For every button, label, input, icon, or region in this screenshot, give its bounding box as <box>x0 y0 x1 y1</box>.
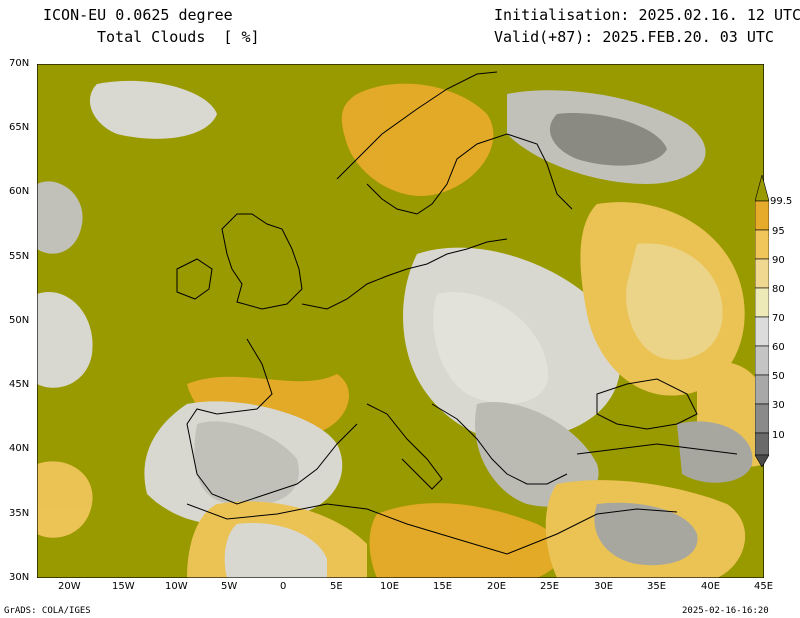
footer-credit: GrADS: COLA/IGES <box>4 606 91 616</box>
lon-label-10w: 10W <box>165 581 188 592</box>
coast-europe-north <box>301 238 508 310</box>
colorbar-label-95: 95 <box>772 226 785 237</box>
colorbar-bin-99 <box>755 200 769 231</box>
coast-north-africa <box>186 503 678 555</box>
lat-label-45n: 45N <box>9 379 30 390</box>
colorbar-label-60: 60 <box>772 342 785 353</box>
coast-scandinavia <box>336 71 573 215</box>
coast-ireland <box>176 258 213 300</box>
lat-label-40n: 40N <box>9 443 30 454</box>
colorbar-label-30: 30 <box>772 400 785 411</box>
lat-label-55n: 55N <box>9 251 30 262</box>
valid-time: Valid(+87): 2025.FEB.20. 03 UTC <box>494 28 774 46</box>
cloud-patch-balkans <box>475 402 599 507</box>
colorbar-bin-60 <box>755 345 769 376</box>
colorbar-label-80: 80 <box>772 284 785 295</box>
lon-label-20w: 20W <box>58 581 81 592</box>
colorbar-bin-90 <box>755 258 769 289</box>
lon-label-0: 0 <box>280 581 287 592</box>
footer-timestamp: 2025-02-16-16:20 <box>682 606 769 616</box>
lon-label-40e: 40E <box>701 581 721 592</box>
lat-label-65n: 65N <box>9 122 30 133</box>
coast-british-isles <box>221 213 303 310</box>
lon-label-15w: 15W <box>112 581 135 592</box>
lon-label-5w: 5W <box>221 581 238 592</box>
lon-label-45e: 45E <box>754 581 774 592</box>
colorbar-label-10: 10 <box>772 430 785 441</box>
colorbar <box>755 175 769 467</box>
model-title: ICON-EU 0.0625 degree <box>43 6 233 24</box>
coast-italy <box>366 403 443 490</box>
lon-label-25e: 25E <box>540 581 560 592</box>
coast-balkans <box>431 403 568 485</box>
colorbar-top-arrow <box>755 175 769 202</box>
lat-label-30n: 30N <box>9 572 30 583</box>
colorbar-bin-50 <box>755 374 769 405</box>
colorbar-bottom-arrow <box>755 454 769 467</box>
lat-label-50n: 50N <box>9 315 30 326</box>
colorbar-label-99-5: 99.5 <box>770 196 793 207</box>
coast-black-sea <box>596 378 698 430</box>
colorbar-label-90: 90 <box>772 255 785 266</box>
cloud-patch-atlantic-west <box>37 292 93 388</box>
cloud-patch-mediterranean <box>369 503 564 578</box>
coast-france-iberia <box>186 338 358 505</box>
colorbar-bin-30 <box>755 403 769 434</box>
init-time: Initialisation: 2025.02.16. 12 UTC <box>494 6 800 24</box>
lon-label-5e: 5E <box>330 581 343 592</box>
colorbar-label-50: 50 <box>772 371 785 382</box>
colorbar-bin-80 <box>755 287 769 318</box>
lat-label-35n: 35N <box>9 508 30 519</box>
lat-label-70n: 70N <box>9 58 30 69</box>
lon-label-30e: 30E <box>594 581 614 592</box>
colorbar-bin-95 <box>755 229 769 260</box>
cloud-patch-scandinavia <box>341 83 494 196</box>
coastlines <box>176 71 738 555</box>
cloud-field <box>37 80 764 578</box>
lat-label-60n: 60N <box>9 186 30 197</box>
colorbar-bin-10 <box>755 432 769 456</box>
lon-label-15e: 15E <box>433 581 453 592</box>
field-title: Total Clouds [ %] <box>97 28 260 46</box>
lon-label-10e: 10E <box>380 581 400 592</box>
cloud-map <box>37 64 764 578</box>
lon-label-20e: 20E <box>487 581 507 592</box>
colorbar-label-70: 70 <box>772 313 785 324</box>
lon-label-35e: 35E <box>647 581 667 592</box>
colorbar-bin-70 <box>755 316 769 347</box>
coast-turkey <box>576 443 738 455</box>
